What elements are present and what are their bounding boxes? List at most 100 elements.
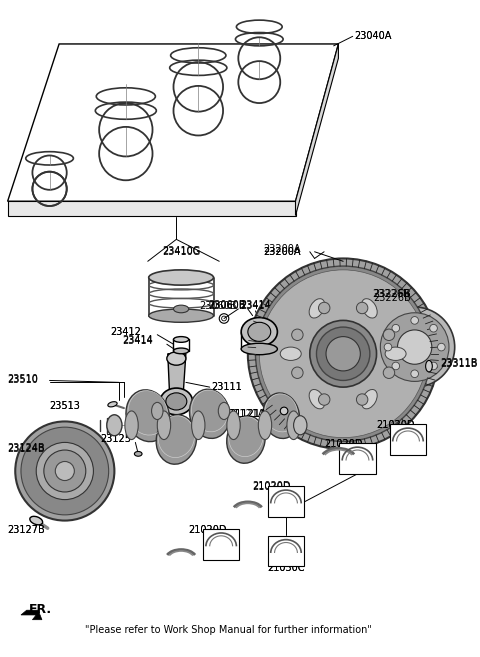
Bar <box>268 536 304 566</box>
Ellipse shape <box>134 451 142 456</box>
Circle shape <box>430 325 437 332</box>
Circle shape <box>219 314 229 323</box>
Text: 21020D: 21020D <box>324 440 362 449</box>
Circle shape <box>248 258 439 449</box>
Text: 23125: 23125 <box>100 434 132 443</box>
Text: 23060B: 23060B <box>208 301 246 311</box>
Text: 23127B: 23127B <box>8 525 46 535</box>
Ellipse shape <box>361 299 377 318</box>
Ellipse shape <box>107 415 122 436</box>
Circle shape <box>280 407 288 415</box>
Ellipse shape <box>385 347 406 361</box>
Text: 23040A: 23040A <box>355 32 392 41</box>
Text: 23414: 23414 <box>122 336 153 346</box>
Text: 23200A: 23200A <box>264 244 301 254</box>
Text: 21020D: 21020D <box>189 525 227 535</box>
Text: 23510: 23510 <box>8 375 38 386</box>
Text: 23226B: 23226B <box>373 288 411 299</box>
Ellipse shape <box>156 415 196 464</box>
Ellipse shape <box>309 390 325 409</box>
Circle shape <box>380 313 449 382</box>
Circle shape <box>397 330 432 364</box>
Polygon shape <box>168 353 186 397</box>
Text: 21020D: 21020D <box>376 420 415 430</box>
Ellipse shape <box>173 336 189 342</box>
Circle shape <box>44 450 86 492</box>
Circle shape <box>392 325 400 332</box>
Ellipse shape <box>166 393 187 410</box>
Text: 23412: 23412 <box>110 327 141 337</box>
Ellipse shape <box>280 347 301 361</box>
Text: 23414: 23414 <box>240 300 271 310</box>
Ellipse shape <box>218 402 230 420</box>
Circle shape <box>411 370 419 378</box>
Bar <box>203 529 239 560</box>
Ellipse shape <box>30 516 43 525</box>
Text: 21020D: 21020D <box>189 525 227 535</box>
Circle shape <box>411 317 419 324</box>
Circle shape <box>438 343 445 351</box>
Polygon shape <box>8 201 296 215</box>
Circle shape <box>319 302 330 313</box>
Circle shape <box>374 307 455 387</box>
Polygon shape <box>296 44 338 215</box>
Circle shape <box>310 321 376 387</box>
Circle shape <box>319 394 330 405</box>
Text: 21121A: 21121A <box>229 409 267 419</box>
Text: 21020D: 21020D <box>252 482 291 492</box>
Text: 23410G: 23410G <box>162 247 200 257</box>
Text: 23111: 23111 <box>212 382 242 392</box>
Bar <box>268 486 304 517</box>
Ellipse shape <box>248 323 271 342</box>
Text: 23124B: 23124B <box>8 443 45 453</box>
Ellipse shape <box>152 402 163 420</box>
Text: 21030C: 21030C <box>267 563 305 574</box>
Ellipse shape <box>173 348 189 353</box>
Ellipse shape <box>227 411 240 440</box>
Text: 23513: 23513 <box>49 401 81 411</box>
Text: 23040A: 23040A <box>355 32 392 41</box>
Ellipse shape <box>258 411 272 440</box>
Text: 23200A: 23200A <box>263 247 300 257</box>
Text: 21121A: 21121A <box>229 409 267 419</box>
Circle shape <box>36 442 94 499</box>
Circle shape <box>255 266 431 442</box>
Text: 21020D: 21020D <box>252 482 291 491</box>
Text: 23311B: 23311B <box>441 358 478 369</box>
Ellipse shape <box>192 411 205 440</box>
Text: 23414: 23414 <box>122 336 153 346</box>
Circle shape <box>384 343 392 351</box>
Polygon shape <box>21 610 42 620</box>
Ellipse shape <box>241 343 277 355</box>
Text: FR.: FR. <box>29 602 52 616</box>
Ellipse shape <box>190 389 230 438</box>
Bar <box>390 424 426 455</box>
Text: 23513: 23513 <box>49 401 81 411</box>
Ellipse shape <box>361 390 377 409</box>
Circle shape <box>21 427 108 515</box>
Polygon shape <box>8 44 338 201</box>
Circle shape <box>357 302 368 313</box>
Ellipse shape <box>126 390 169 442</box>
Ellipse shape <box>426 361 432 372</box>
Ellipse shape <box>173 305 189 313</box>
Ellipse shape <box>108 401 117 407</box>
Text: 23127B: 23127B <box>8 525 46 535</box>
Ellipse shape <box>227 416 265 463</box>
Circle shape <box>55 461 74 480</box>
Ellipse shape <box>309 299 325 318</box>
Ellipse shape <box>263 393 300 438</box>
Ellipse shape <box>287 411 300 440</box>
Text: 23060B: 23060B <box>199 301 237 311</box>
Ellipse shape <box>149 309 214 323</box>
Bar <box>339 443 375 474</box>
Text: 23111: 23111 <box>212 382 242 392</box>
Text: 23510: 23510 <box>8 374 38 384</box>
Text: 21020D: 21020D <box>324 440 362 449</box>
Text: 23412: 23412 <box>110 327 141 337</box>
Ellipse shape <box>149 270 214 285</box>
Text: 21020D: 21020D <box>376 420 415 430</box>
Circle shape <box>383 329 395 340</box>
Circle shape <box>357 394 368 405</box>
Circle shape <box>259 270 427 438</box>
